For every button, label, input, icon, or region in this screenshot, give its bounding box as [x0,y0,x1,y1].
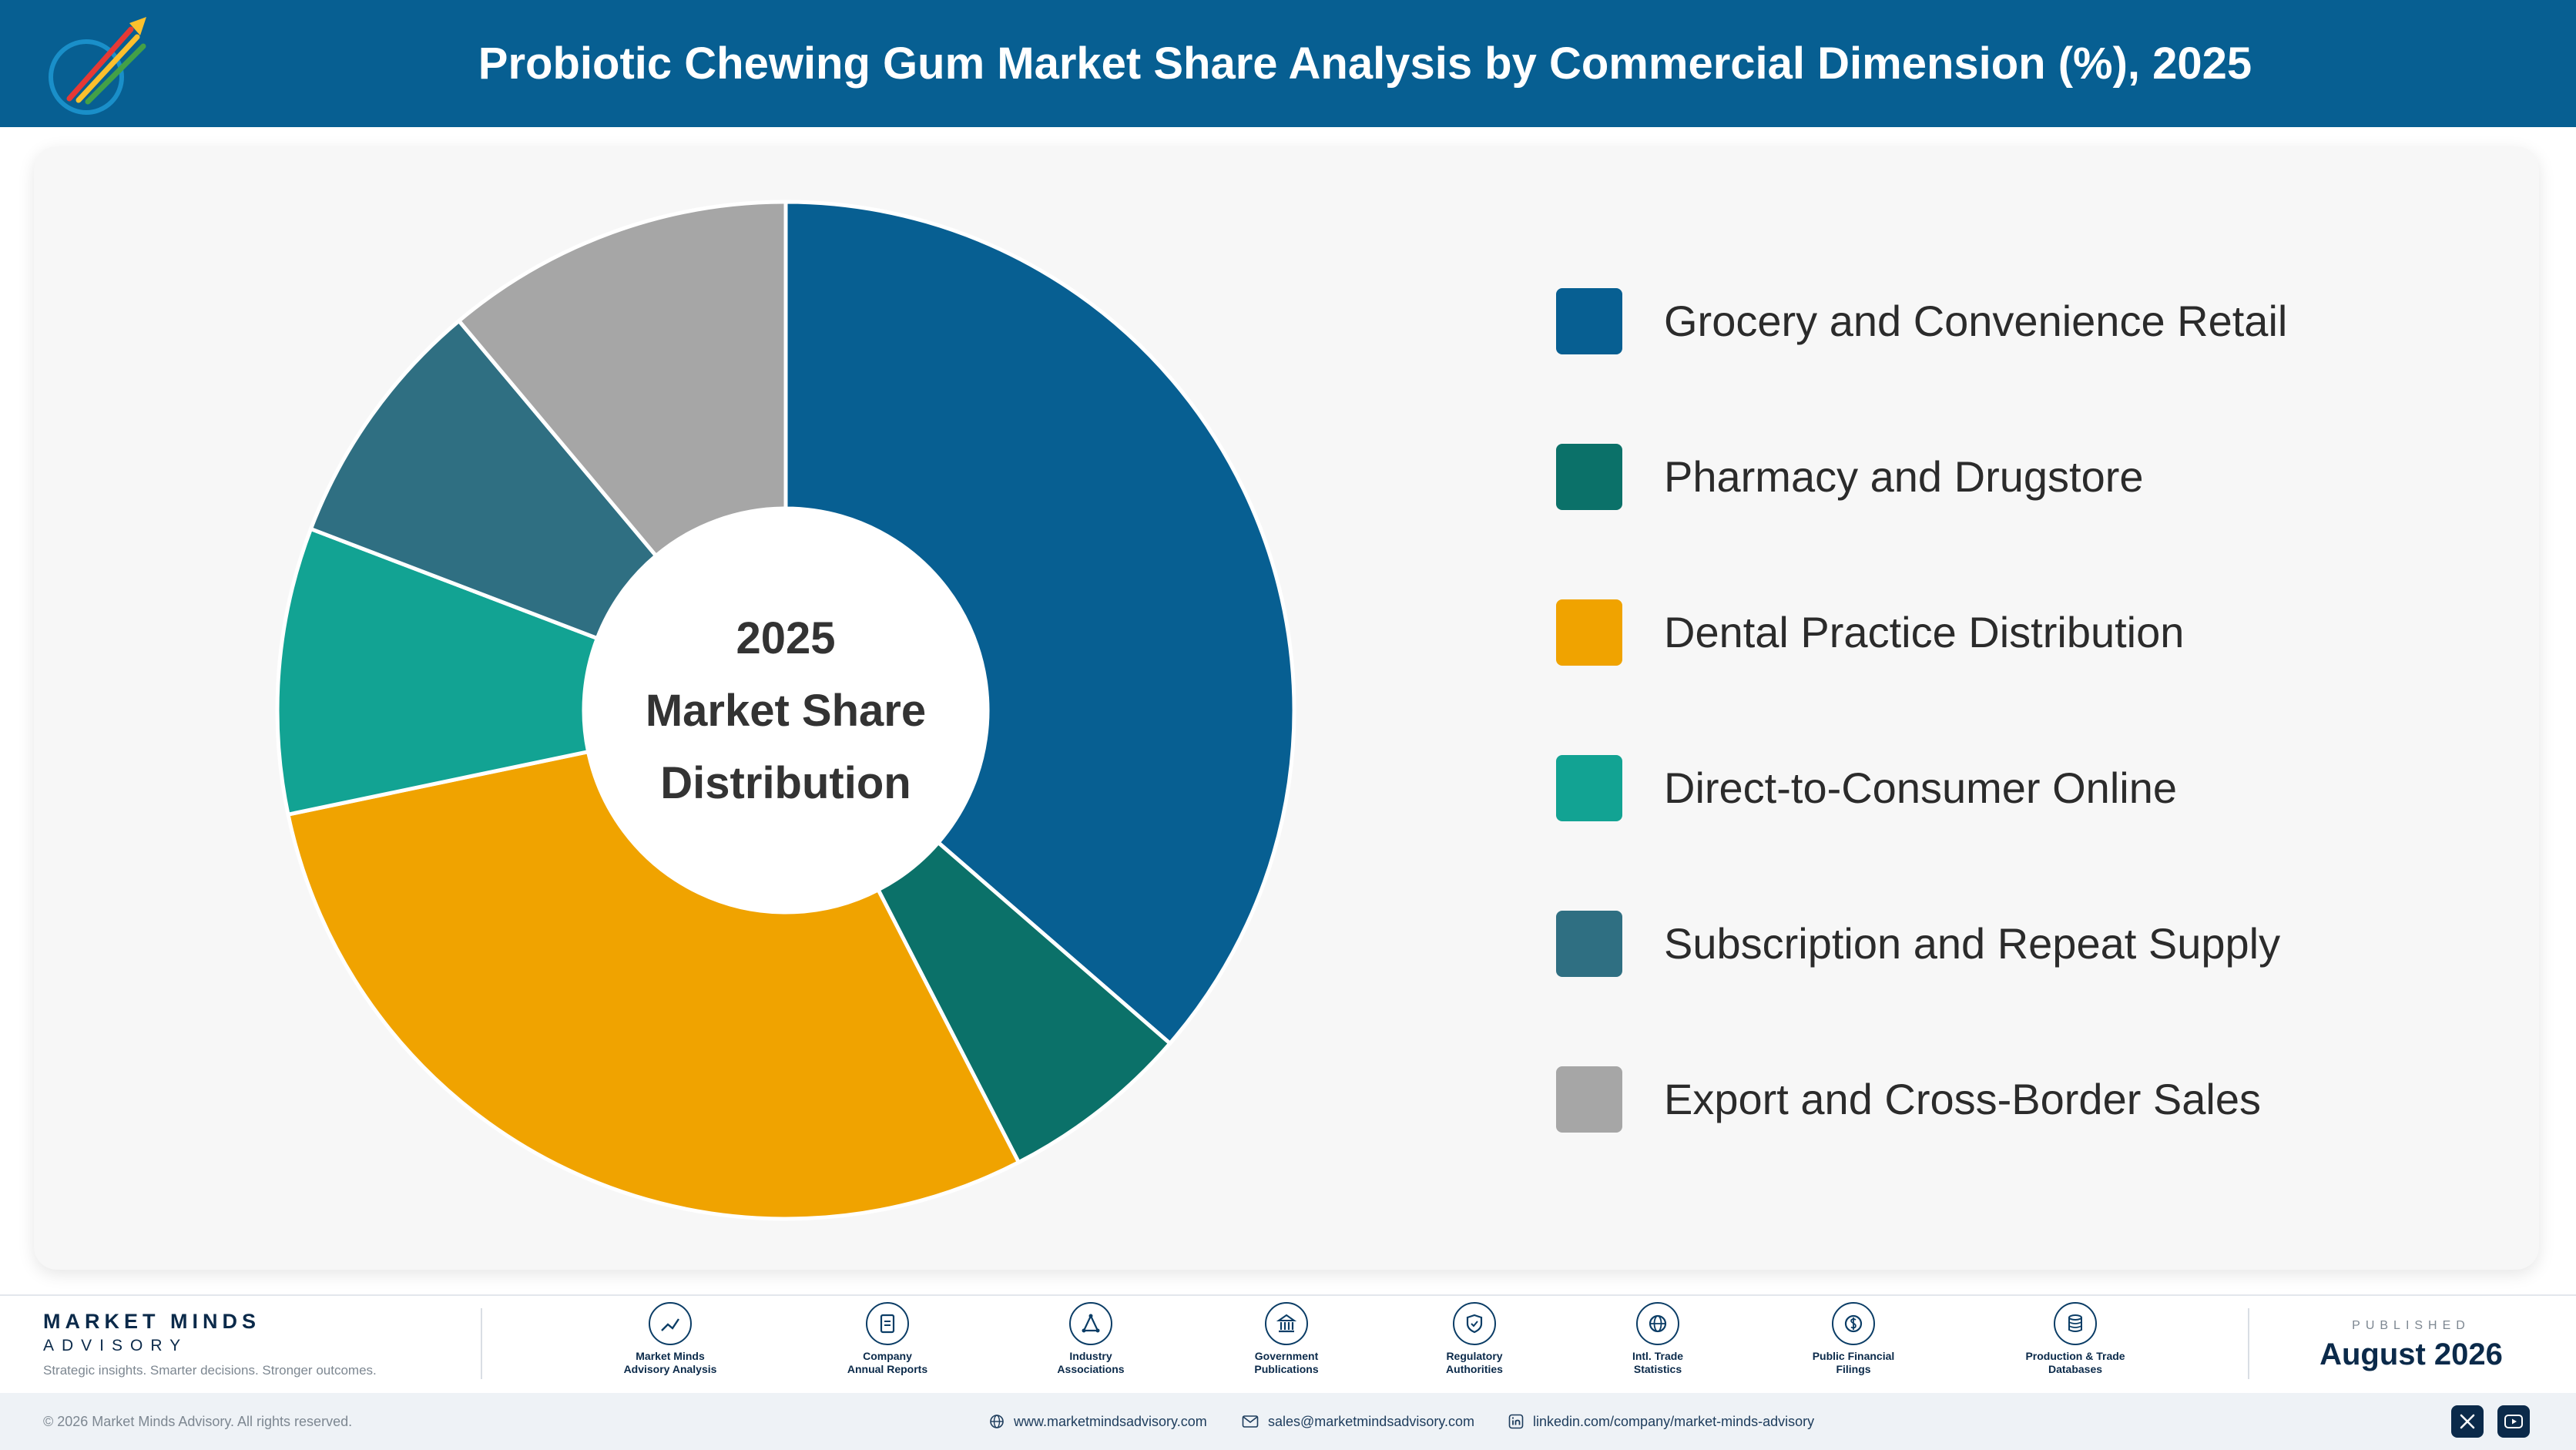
youtube-social-button[interactable] [2497,1405,2530,1438]
legend-item: Pharmacy and Drugstore [1556,441,2504,510]
legend-swatch [1556,755,1622,821]
building-icon [1265,1302,1308,1345]
linkedin-link[interactable]: linkedin.com/company/market-minds-adviso… [1508,1393,1814,1450]
legend-swatch [1556,911,1622,977]
legend-swatch [1556,444,1622,510]
source-label: Market Minds Advisory Analysis [623,1350,717,1375]
source-item: Government Publications [1202,1302,1371,1376]
website-text: www.marketmindsadvisory.com [1014,1413,1207,1429]
currency-icon [1832,1302,1875,1345]
legend-label: Pharmacy and Drugstore [1664,452,2144,501]
source-item: Production & Trade Databases [1991,1302,2160,1376]
x-social-button[interactable] [2451,1405,2484,1438]
shield-icon [1453,1302,1496,1345]
center-label-line: Distribution [660,758,911,808]
youtube-icon [2504,1415,2523,1428]
legend-label: Dental Practice Distribution [1664,608,2185,656]
legend-item: Dental Practice Distribution [1556,596,2504,666]
website-link[interactable]: www.marketmindsadvisory.com [989,1393,1207,1450]
legend-swatch [1556,599,1622,666]
copyright-text: © 2026 Market Minds Advisory. All rights… [43,1414,353,1429]
source-item: Company Annual Reports [803,1302,972,1376]
source-list: Market Minds Advisory Analysis Company Annu… [539,1302,2188,1387]
donut-chart: 2025 Market Share Distribution [277,200,1294,1219]
published-block: PUBLISHED August 2026 [2280,1319,2542,1372]
brand-name: MARKET MINDS [43,1310,260,1333]
source-item: Market Minds Advisory Analysis [585,1302,755,1376]
source-label: Intl. Trade Statistics [1632,1350,1684,1375]
published-label: PUBLISHED [2352,1319,2470,1332]
linkedin-text: linkedin.com/company/market-minds-adviso… [1533,1413,1815,1429]
center-label-line: 2025 [736,613,835,663]
network-icon [1069,1302,1112,1345]
legend-item: Grocery and Convenience Retail [1556,285,2504,354]
published-date: August 2026 [2319,1338,2503,1371]
mail-icon [1242,1415,1259,1428]
source-label: Regulatory Authorities [1446,1350,1503,1375]
footer: MARKET MINDS ADVISORY Strategic insights… [0,1294,2576,1393]
legend-swatch [1556,288,1622,354]
donut-hole [584,509,988,912]
brand-tagline: Strategic insights. Smarter decisions. S… [43,1363,377,1378]
source-label: Government Publications [1254,1350,1319,1375]
legend-swatch [1556,1066,1622,1133]
source-item: Industry Associations [1006,1302,1176,1376]
source-label: Public Financial Filings [1812,1350,1895,1375]
globe-icon [1636,1302,1679,1345]
rocket-logo-icon [49,17,146,115]
document-icon [866,1302,909,1345]
database-icon [2054,1302,2097,1345]
center-label-line: Market Share [646,686,926,736]
source-item: Public Financial Filings [1769,1302,1938,1376]
legend-label: Direct-to-Consumer Online [1664,764,2177,812]
footer-divider [2248,1308,2249,1379]
pie-slice-6 [456,200,788,559]
email-link[interactable]: sales@marketmindsadvisory.com [1242,1393,1474,1450]
legend-label: Subscription and Repeat Supply [1664,919,2281,968]
linkedin-icon [1508,1414,1524,1429]
brand-sub: ADVISORY [43,1337,189,1354]
source-label: Production & Trade Databases [2025,1350,2125,1375]
email-text: sales@marketmindsadvisory.com [1268,1413,1475,1429]
legend-item: Direct-to-Consumer Online [1556,752,2504,821]
header-bar: Probiotic Chewing Gum Market Share Analy… [0,0,2576,127]
legend-item: Export and Cross-Border Sales [1556,1063,2504,1133]
source-item: Regulatory Authorities [1390,1302,1559,1376]
legend-label: Export and Cross-Border Sales [1664,1075,2262,1123]
source-item: Intl. Trade Statistics [1573,1302,1742,1376]
legend-item: Subscription and Repeat Supply [1556,908,2504,977]
bottom-bar: © 2026 Market Minds Advisory. All rights… [0,1393,2576,1450]
trend-chart-icon [649,1302,692,1345]
page-title: Probiotic Chewing Gum Market Share Analy… [478,39,2252,89]
x-icon [2460,1414,2475,1429]
source-label: Industry Associations [1057,1350,1125,1375]
globe-icon [990,1415,1004,1428]
brand-block: MARKET MINDS ADVISORY Strategic insights… [43,1310,459,1378]
legend-label: Grocery and Convenience Retail [1664,297,2288,345]
footer-divider [481,1308,482,1379]
source-label: Company Annual Reports [847,1350,928,1375]
